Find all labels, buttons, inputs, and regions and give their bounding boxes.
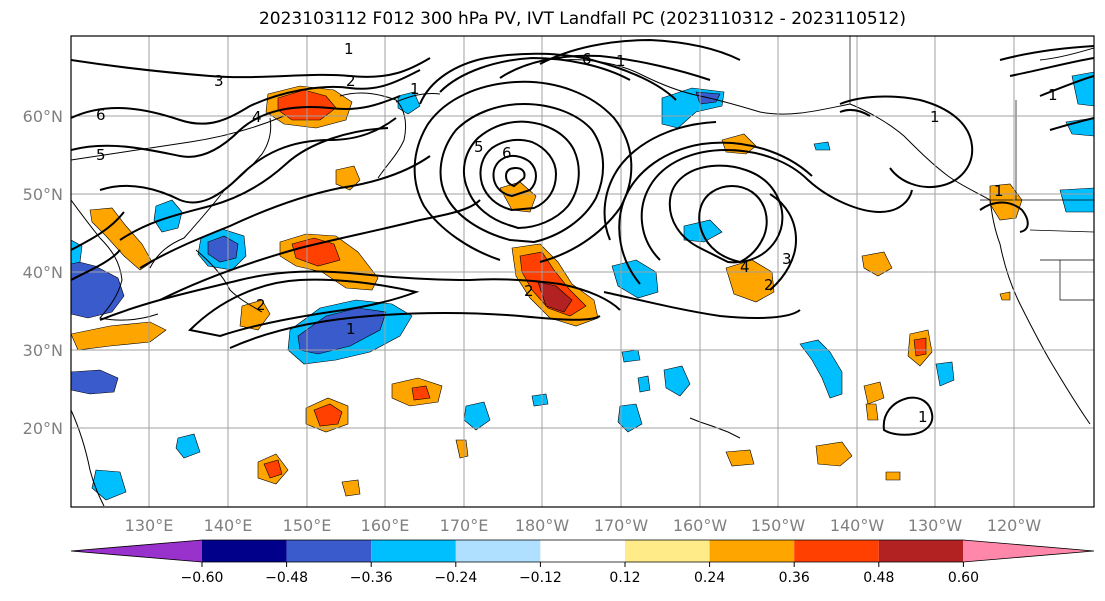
- lon-label: 120°W: [987, 516, 1042, 535]
- lon-label: 160°E: [361, 516, 410, 535]
- colorbar-tick-label: 0.60: [948, 570, 979, 586]
- lon-label: 130°E: [125, 516, 174, 535]
- contour-label: 3: [214, 72, 224, 90]
- colorbar-tick-label: −0.24: [434, 570, 477, 586]
- map-frame: [70, 35, 1095, 508]
- positive-anomaly-patch: [865, 403, 879, 421]
- lon-label: 150°E: [283, 516, 332, 535]
- positive-anomaly-patch: [239, 299, 271, 331]
- contour-label: 1: [1048, 86, 1058, 104]
- positive-anomaly-patch: [537, 281, 573, 313]
- contour-label: 1: [994, 182, 1004, 200]
- contour-label: 2: [764, 276, 774, 294]
- contour-label: 5: [474, 138, 484, 156]
- colorbar: −0.60 −0.48 −0.36 −0.24 −0.12 0.12 0.24 0.36 0.4…: [70, 539, 1095, 586]
- contour-label: 2: [346, 72, 356, 90]
- colorbar-tick-label: 0.24: [694, 570, 725, 586]
- positive-anomaly-patch: [913, 337, 927, 357]
- positive-anomaly-patch: [815, 441, 853, 467]
- longitude-labels: 130°E 140°E 150°E 160°E 170°E 180°W 170°…: [125, 516, 1042, 535]
- positive-anomaly-patch: [341, 479, 361, 497]
- negative-anomaly-patch: [935, 361, 955, 387]
- positive-anomaly-patch: [71, 321, 167, 351]
- colorbar-cell: [540, 540, 625, 562]
- negative-anomaly-patch: [71, 369, 119, 395]
- positive-anomaly-patch: [863, 381, 885, 405]
- contour-label: 4: [252, 108, 262, 126]
- positive-anomaly-patch: [999, 291, 1011, 301]
- contour-label: 2: [524, 282, 534, 300]
- contour-label: 1: [344, 40, 354, 58]
- contour-label: 1: [410, 80, 420, 98]
- negative-anomaly-patch: [207, 235, 239, 263]
- contour-label: 5: [96, 146, 106, 164]
- colorbar-tick-label: 0.48: [863, 570, 894, 586]
- contour-label: 6: [502, 144, 512, 162]
- positive-anomaly-patch: [263, 459, 283, 479]
- negative-anomaly-patch: [813, 141, 831, 151]
- lon-label: 180°W: [515, 516, 570, 535]
- negative-anomaly-patch: [531, 393, 549, 407]
- contour-label: 4: [740, 258, 750, 276]
- negative-anomaly-patch: [297, 307, 387, 355]
- colorbar-cell: [202, 540, 287, 562]
- negative-anomaly-patch: [637, 375, 651, 393]
- colorbar-tick-label: −0.60: [181, 570, 224, 586]
- lon-label: 130°W: [908, 516, 963, 535]
- positive-anomaly-patch: [291, 237, 341, 267]
- colorbar-tick-label: −0.36: [350, 570, 393, 586]
- lat-label: 50°N: [23, 185, 63, 204]
- latitude-labels: 60°N 50°N 40°N 30°N 20°N: [23, 107, 63, 438]
- colorbar-cell: [625, 540, 710, 562]
- lon-label: 140°E: [204, 516, 253, 535]
- colorbar-cell: [794, 540, 879, 562]
- contour-label-layer: 6 5 3 2 1 1 4 2 6 5 6 1 4 3 2 2 1 1 1 1 …: [96, 40, 1058, 426]
- negative-anomaly-patch: [799, 339, 843, 399]
- contour-label: 3: [782, 250, 792, 268]
- lon-label: 170°E: [440, 516, 489, 535]
- colorbar-tick-label: 0.36: [779, 570, 810, 586]
- colorbar-cell: [455, 540, 541, 562]
- contour-label: 1: [616, 52, 626, 70]
- colorbar-cell: [371, 540, 456, 562]
- lat-label: 30°N: [23, 341, 63, 360]
- positive-anomaly-patch: [411, 385, 431, 401]
- contour-label: 6: [96, 106, 106, 124]
- negative-anomaly-patch: [397, 91, 421, 115]
- negative-anomaly-patch: [175, 433, 201, 459]
- lon-label: 160°W: [673, 516, 728, 535]
- negative-anomaly-patch: [153, 199, 183, 233]
- negative-anomaly-patch: [621, 349, 641, 363]
- colorbar-tick-label: −0.48: [265, 570, 308, 586]
- colorbar-cell: [71, 540, 202, 562]
- positive-anomaly-patch: [455, 439, 469, 459]
- lat-label: 40°N: [23, 263, 63, 282]
- negative-anomaly-patch: [91, 469, 127, 501]
- contour-label: 2: [256, 296, 266, 314]
- negative-anomaly-patch: [663, 365, 691, 397]
- colorbar-cell: [286, 540, 372, 562]
- border-layer: [849, 36, 1094, 301]
- contour-label: 1: [346, 320, 356, 338]
- contour-label: 1: [930, 108, 940, 126]
- lon-label: 170°W: [594, 516, 649, 535]
- lat-label: 20°N: [23, 419, 63, 438]
- positive-anomaly-patch: [885, 471, 901, 481]
- map-title: 2023103112 F012 300 hPa PV, IVT Landfall…: [258, 9, 906, 29]
- positive-anomaly-patch: [725, 449, 755, 467]
- lat-label: 60°N: [23, 107, 63, 126]
- lon-label: 140°W: [830, 516, 885, 535]
- positive-anomaly-patch: [313, 403, 343, 427]
- colorbar-cell: [709, 540, 795, 562]
- contour-label: 1: [918, 408, 928, 426]
- lon-label: 150°W: [751, 516, 806, 535]
- colorbar-cell: [878, 540, 964, 562]
- colorbar-cell: [963, 540, 1094, 562]
- colorbar-tick-label: −0.12: [519, 570, 562, 586]
- shaded-anomaly-layer: [71, 71, 1094, 501]
- colorbar-tick-label: 0.12: [609, 570, 640, 586]
- pv-contour-layer: [71, 38, 1094, 436]
- contour-label: 6: [582, 50, 592, 68]
